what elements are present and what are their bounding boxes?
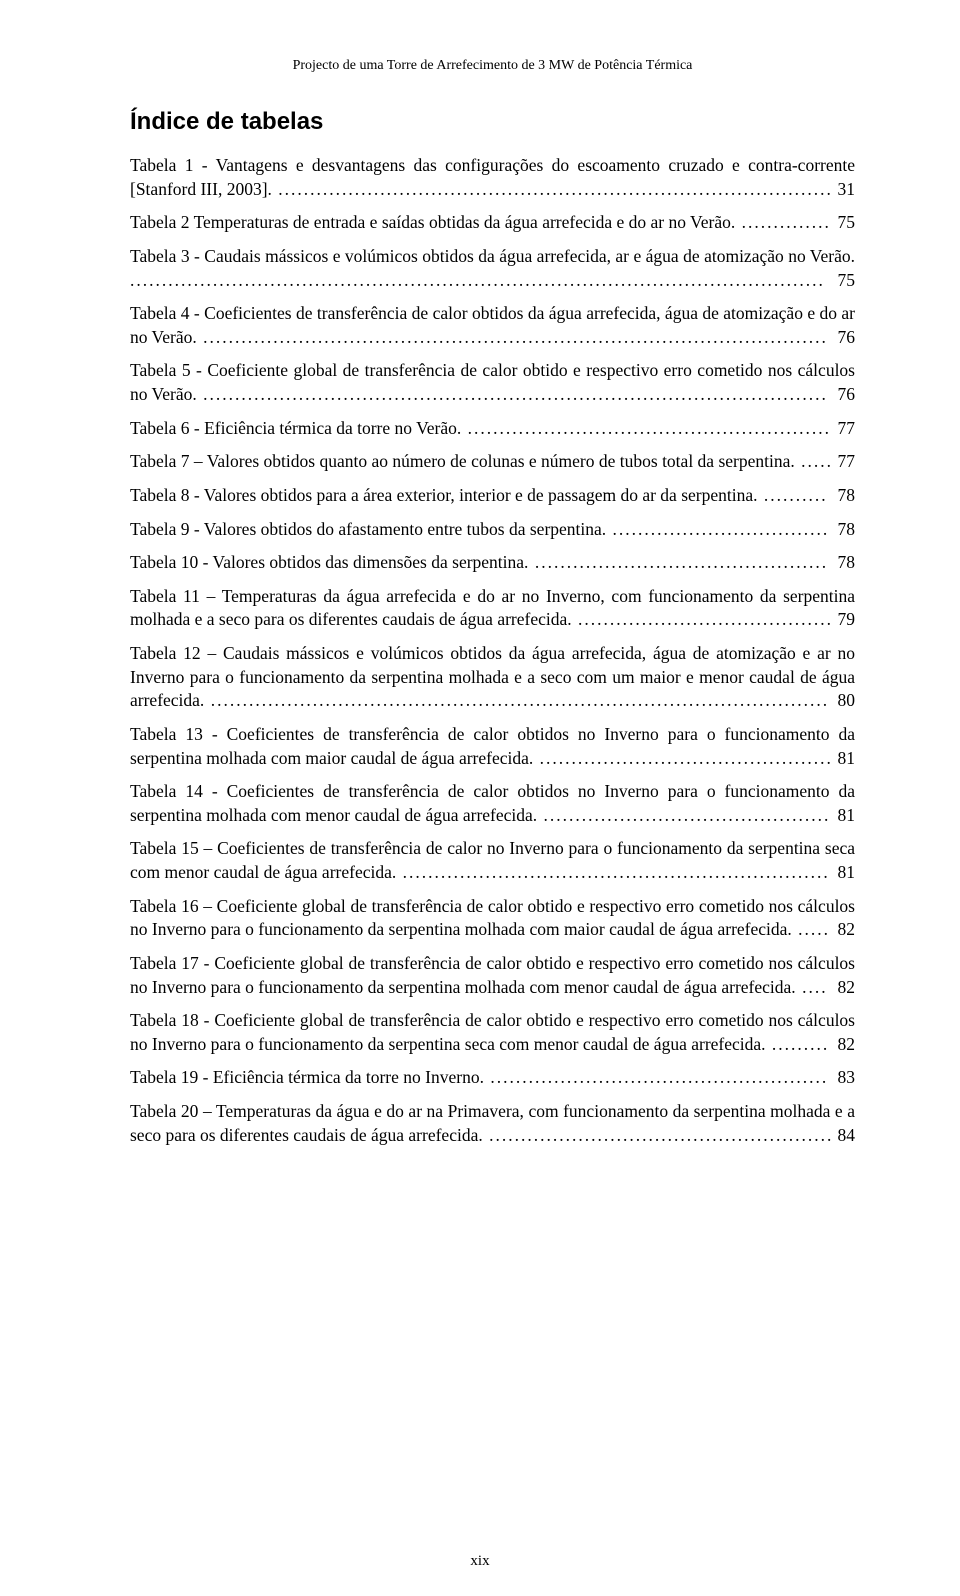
toc-leader-dots: ......... bbox=[766, 1034, 830, 1054]
toc-entry: Tabela 19 - Eficiência térmica da torre … bbox=[130, 1066, 855, 1090]
toc-entry-text: Tabela 10 - Valores obtidos das dimensõe… bbox=[130, 552, 528, 572]
toc-entry-page: 79 bbox=[838, 608, 856, 632]
toc-entry: Tabela 12 – Caudais mássicos e volúmicos… bbox=[130, 642, 855, 713]
toc-leader-dots: .................................. bbox=[606, 519, 829, 539]
toc-entry: Tabela 16 – Coeficiente global de transf… bbox=[130, 895, 855, 942]
toc-entry-page: 77 bbox=[838, 417, 856, 441]
toc-leader-dots: ........................................… bbox=[528, 552, 828, 572]
toc-entry-page: 82 bbox=[838, 918, 856, 942]
toc-entry-page: 81 bbox=[838, 747, 856, 771]
toc-entry: Tabela 14 - Coeficientes de transferênci… bbox=[130, 780, 855, 827]
toc-entry-page: 76 bbox=[838, 383, 856, 407]
toc-entry-text: Tabela 6 - Eficiência térmica da torre n… bbox=[130, 418, 461, 438]
toc-leader-dots: .......... bbox=[758, 485, 828, 505]
toc-entry-text: Tabela 16 – Coeficiente global de transf… bbox=[130, 896, 855, 940]
toc-entry-text: Tabela 2 Temperaturas de entrada e saída… bbox=[130, 212, 735, 232]
toc-entry: Tabela 7 – Valores obtidos quanto ao núm… bbox=[130, 450, 855, 474]
toc-entry: Tabela 17 - Coeficiente global de transf… bbox=[130, 952, 855, 999]
toc-leader-dots: ........................................ bbox=[572, 609, 833, 629]
toc-entry-text: Tabela 7 – Valores obtidos quanto ao núm… bbox=[130, 451, 795, 471]
toc-entry: Tabela 2 Temperaturas de entrada e saída… bbox=[130, 211, 855, 235]
toc-entry-text: Tabela 3 - Caudais mássicos e volúmicos … bbox=[130, 246, 855, 266]
toc-leader-dots: ........................................… bbox=[533, 748, 833, 768]
toc-entry: Tabela 3 - Caudais mássicos e volúmicos … bbox=[130, 245, 855, 292]
toc-entry: Tabela 1 - Vantagens e desvantagens das … bbox=[130, 154, 855, 201]
table-of-tables: Tabela 1 - Vantagens e desvantagens das … bbox=[130, 154, 855, 1147]
toc-entry: Tabela 5 - Coeficiente global de transfe… bbox=[130, 359, 855, 406]
toc-entry: Tabela 20 – Temperaturas da água e do ar… bbox=[130, 1100, 855, 1147]
toc-entry-page: 77 bbox=[838, 450, 856, 474]
toc-leader-dots: .............. bbox=[735, 212, 831, 232]
toc-entry-page: 31 bbox=[838, 178, 856, 202]
toc-leader-dots: ........................................… bbox=[197, 384, 828, 404]
toc-entry: Tabela 6 - Eficiência térmica da torre n… bbox=[130, 417, 855, 441]
toc-entry-page: 81 bbox=[838, 861, 856, 885]
toc-leader-dots: ..... bbox=[795, 451, 833, 471]
toc-leader-dots: ..... bbox=[792, 919, 830, 939]
toc-entry-page: 81 bbox=[838, 804, 856, 828]
toc-entry: Tabela 18 - Coeficiente global de transf… bbox=[130, 1009, 855, 1056]
toc-entry: Tabela 9 - Valores obtidos do afastament… bbox=[130, 518, 855, 542]
toc-leader-dots: ........................................… bbox=[197, 327, 828, 347]
toc-entry-text: Tabela 17 - Coeficiente global de transf… bbox=[130, 953, 855, 997]
toc-entry-page: 83 bbox=[838, 1066, 856, 1090]
toc-entry-page: 78 bbox=[838, 551, 856, 575]
toc-entry-page: 75 bbox=[838, 211, 856, 235]
toc-entry-page: 78 bbox=[838, 484, 856, 508]
toc-entry: Tabela 13 - Coeficientes de transferênci… bbox=[130, 723, 855, 770]
toc-entry-page: 80 bbox=[838, 689, 856, 713]
toc-entry-page: 78 bbox=[838, 518, 856, 542]
toc-leader-dots: ........................................… bbox=[396, 862, 830, 882]
toc-leader-dots: ........................................… bbox=[130, 270, 825, 290]
toc-leader-dots: .... bbox=[796, 977, 828, 997]
document-page: Projecto de uma Torre de Arrefecimento d… bbox=[0, 0, 960, 1596]
toc-leader-dots: ........................................… bbox=[272, 179, 833, 199]
toc-entry: Tabela 11 – Temperaturas da água arrefec… bbox=[130, 585, 855, 632]
running-header: Projecto de uma Torre de Arrefecimento d… bbox=[130, 58, 855, 74]
toc-entry-page: 82 bbox=[838, 976, 856, 1000]
toc-entry-text: Tabela 9 - Valores obtidos do afastament… bbox=[130, 519, 606, 539]
section-title: Índice de tabelas bbox=[130, 108, 855, 136]
toc-leader-dots: ........................................… bbox=[204, 690, 829, 710]
toc-leader-dots: ........................................… bbox=[484, 1067, 828, 1087]
page-number: xix bbox=[0, 1553, 960, 1570]
toc-leader-dots: ........................................… bbox=[461, 418, 831, 438]
toc-entry-text: Tabela 18 - Coeficiente global de transf… bbox=[130, 1010, 855, 1054]
toc-entry: Tabela 10 - Valores obtidos das dimensõe… bbox=[130, 551, 855, 575]
toc-entry: Tabela 4 - Coeficientes de transferência… bbox=[130, 302, 855, 349]
toc-entry-text: Tabela 8 - Valores obtidos para a área e… bbox=[130, 485, 758, 505]
toc-entry-page: 84 bbox=[838, 1124, 856, 1148]
toc-leader-dots: ........................................… bbox=[537, 805, 830, 825]
toc-entry-text: Tabela 19 - Eficiência térmica da torre … bbox=[130, 1067, 484, 1087]
toc-entry: Tabela 8 - Valores obtidos para a área e… bbox=[130, 484, 855, 508]
toc-entry-page: 76 bbox=[838, 326, 856, 350]
toc-entry-page: 82 bbox=[838, 1033, 856, 1057]
toc-leader-dots: ........................................… bbox=[483, 1125, 834, 1145]
toc-entry: Tabela 15 – Coeficientes de transferênci… bbox=[130, 837, 855, 884]
toc-entry-page: 75 bbox=[838, 269, 856, 293]
